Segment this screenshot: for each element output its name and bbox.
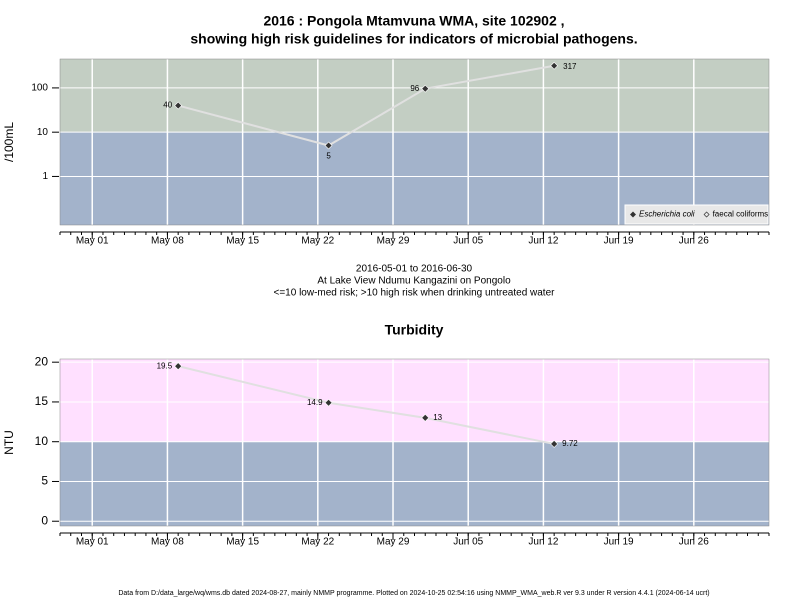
x-tick-label: Jun 26 [679,236,709,247]
x-tick-label: Jun 19 [604,236,634,247]
x-tick-label: May 15 [226,236,259,247]
x-tick-label: May 08 [151,537,184,548]
plot-frame [59,358,770,527]
legend-box [624,204,769,225]
x-tick-label: Jun 12 [528,537,558,548]
data-point [550,61,559,70]
data-point [324,398,333,407]
data-point [324,141,333,150]
data-label: 96 [410,84,419,93]
y-tick-label: 20 [35,354,49,368]
series-line [177,64,555,147]
y-tick-label: 15 [35,394,49,408]
data-point [174,362,183,371]
x-tick-label: May 29 [377,236,410,247]
data-label: 14.9 [307,398,323,407]
plot-frame [59,58,770,226]
data-label: 317 [563,62,577,71]
footer: Data from D:/data_large/wq/wms.db dated … [118,590,709,597]
series-line [177,365,555,445]
x-tick-label: Jun 05 [453,537,483,548]
legend-marker [703,211,710,218]
x-tick-label: May 22 [301,537,334,548]
x-tick-label: May 29 [377,537,410,548]
chart-title: 2016 : Pongola Mtamvuna WMA, site 102902… [263,13,564,29]
x-tick-label: Jun 12 [528,236,558,247]
legend-label: faecal coliforms [713,210,769,219]
data-point [550,440,559,448]
y-tick-label: 10 [35,434,49,448]
data-label: 40 [163,101,172,110]
x-tick-label: May 01 [76,537,109,548]
y-axis-label: NTU [2,430,16,455]
data-label: 19.5 [157,361,173,370]
y-tick-label: 0 [41,513,48,527]
x-tick-label: Jun 19 [604,537,634,548]
y-tick-label: 1 [42,171,48,182]
x-tick-label: Jun 26 [679,537,709,548]
x-tick-label: May 01 [76,236,109,247]
y-tick-label: 10 [37,127,49,138]
low-risk-band [60,441,769,526]
data-label: 5 [326,152,331,161]
legend-label: Escherichia coli [639,210,695,219]
data-point [174,101,183,110]
data-label: 13 [433,413,442,422]
y-axis-label: /100mL [2,122,16,162]
x-tick-label: Jun 05 [453,236,483,247]
chart-subtitle: showing high risk guidelines for indicat… [190,31,637,47]
chart-title: Turbidity [385,322,444,338]
x-tick-label: May 22 [301,236,334,247]
high-risk-band [60,359,769,442]
legend-marker [630,211,636,218]
y-tick-label: 100 [31,83,48,94]
data-point [421,84,430,93]
note: 2016-05-01 to 2016-06-30 [356,264,473,275]
y-tick-label: 5 [41,474,48,488]
x-tick-label: May 15 [226,537,259,548]
data-point [421,413,430,422]
note: At Lake View Ndumu Kangazini on Pongolo [317,276,511,287]
x-tick-label: May 08 [151,236,184,247]
data-label: 9.72 [562,439,578,448]
note: <=10 low-med risk; >10 high risk when dr… [274,288,556,299]
